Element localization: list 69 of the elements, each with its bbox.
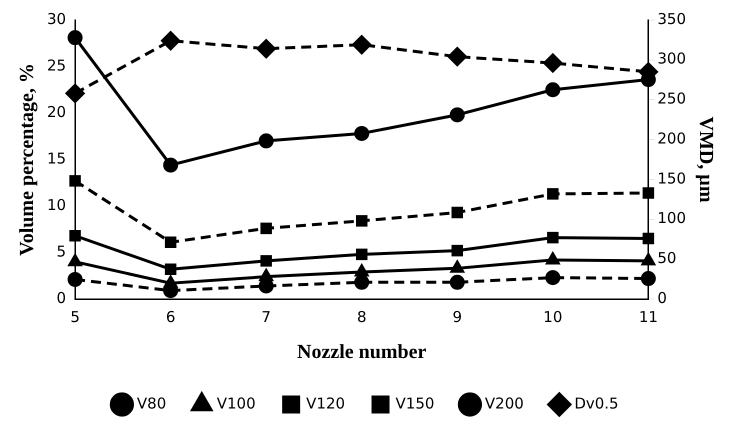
y-tick-label: 10	[46, 196, 66, 214]
y-tick-label: 20	[46, 102, 66, 121]
point	[258, 133, 274, 148]
point	[69, 230, 81, 242]
point	[260, 222, 272, 234]
point	[452, 244, 464, 256]
point	[356, 215, 368, 227]
point	[163, 158, 178, 173]
legend-label: V150	[396, 394, 434, 412]
legend-label: V200	[484, 394, 524, 412]
x-tick-label: 7	[261, 308, 271, 326]
point	[547, 232, 559, 244]
point	[640, 271, 656, 286]
point	[355, 264, 368, 277]
point	[642, 187, 654, 199]
x-axis-title: Nozzle number	[297, 341, 427, 364]
point	[642, 253, 656, 266]
point	[164, 236, 176, 248]
point	[450, 260, 464, 273]
point	[256, 39, 276, 58]
point	[68, 272, 83, 287]
y-tick-label: 25	[46, 56, 66, 74]
point	[545, 270, 560, 286]
point	[450, 107, 465, 122]
x-tick-label: 10	[543, 308, 562, 326]
y-tick-label: 0	[56, 288, 66, 307]
x-tick-label: 9	[452, 308, 462, 326]
point	[352, 35, 372, 54]
point	[642, 232, 654, 244]
point	[259, 269, 273, 282]
point	[547, 188, 559, 200]
point	[161, 31, 180, 50]
x-tick-label: 6	[166, 308, 176, 326]
point	[546, 252, 560, 264]
point	[543, 54, 562, 73]
point	[66, 84, 85, 103]
y2-tick-label: 200	[657, 129, 686, 148]
point	[69, 175, 81, 187]
x-tick-label: 5	[70, 308, 80, 326]
y2-tick-label: 250	[657, 90, 686, 108]
y2-axis-title: VMD, µm	[694, 116, 717, 203]
y2-tick-label: 350	[657, 10, 686, 28]
legend-label: Dv0.5	[574, 394, 619, 412]
y2-tick-label: 0	[657, 288, 667, 307]
point	[354, 126, 370, 141]
y2-tick-label: 150	[657, 169, 686, 188]
point	[68, 30, 83, 46]
y2-tick-label: 300	[657, 50, 686, 68]
y-tick-label: 5	[56, 242, 66, 260]
point	[164, 276, 178, 288]
point	[354, 274, 370, 290]
y-tick-label: 30	[46, 10, 66, 28]
point	[545, 82, 560, 98]
point	[448, 47, 467, 66]
y-tick-label: 15	[46, 149, 66, 168]
legend-label: V80	[136, 394, 166, 412]
point	[450, 274, 465, 290]
point	[164, 264, 176, 275]
y2-tick-label: 100	[657, 209, 686, 228]
legend-label: V120	[306, 394, 346, 412]
y-axis-title: Volume percentage, %	[16, 63, 38, 256]
point	[260, 255, 272, 267]
point	[68, 254, 82, 266]
y2-tick-label: 50	[657, 249, 676, 268]
x-tick-label: 11	[638, 308, 658, 326]
point	[356, 248, 368, 260]
legend-label: V100	[216, 394, 256, 412]
x-tick-label: 8	[356, 308, 366, 326]
point	[452, 206, 464, 218]
